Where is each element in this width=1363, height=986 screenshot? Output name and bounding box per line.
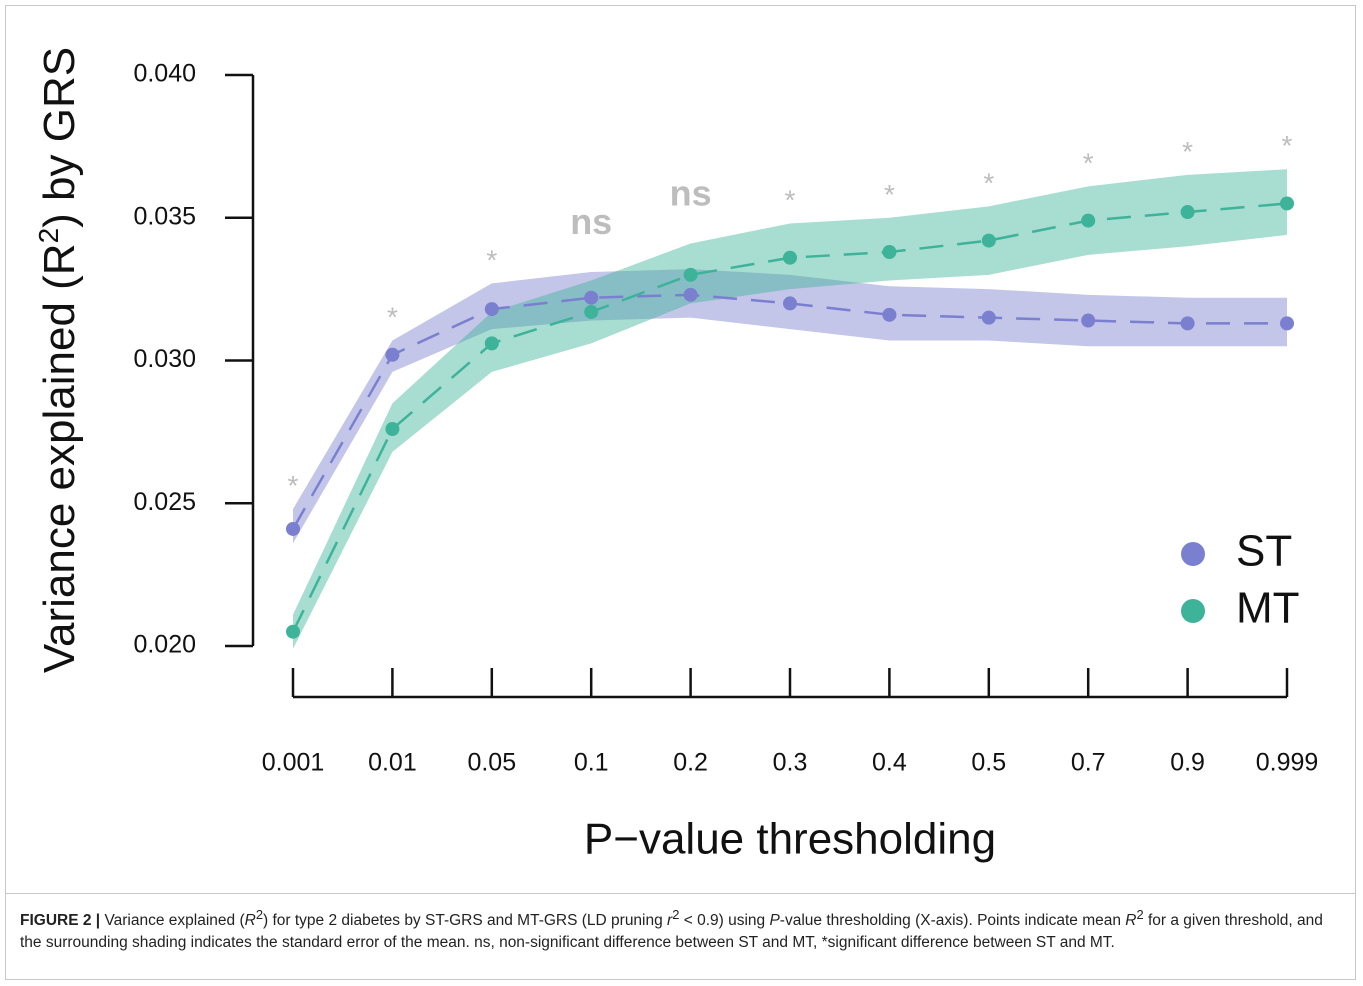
- significance-label: *: [1083, 147, 1094, 178]
- caption-label: FIGURE 2 |: [20, 912, 101, 930]
- point: [683, 267, 698, 282]
- significance-label: ns: [570, 201, 612, 242]
- x-tick-label: 0.2: [673, 749, 708, 777]
- x-tick-label: 0.1: [574, 749, 609, 777]
- legend-label: MT: [1236, 584, 1300, 633]
- point: [1180, 316, 1195, 331]
- significance-label: *: [288, 470, 299, 501]
- point: [882, 245, 897, 260]
- significance-label: *: [387, 302, 398, 333]
- point: [584, 304, 599, 319]
- point: [286, 521, 300, 536]
- caption-text: R: [1125, 912, 1137, 930]
- x-tick-label: 0.05: [467, 749, 516, 777]
- x-tick-label: 0.5: [971, 749, 1006, 777]
- y-tick-label: 0.040: [133, 60, 196, 88]
- point: [882, 307, 897, 322]
- caption: FIGURE 2 | Variance explained (R2) for t…: [20, 904, 1345, 954]
- caption-text: 2: [255, 907, 264, 922]
- caption-text: Variance explained (: [104, 912, 245, 930]
- legend-marker: [1181, 542, 1205, 566]
- x-tick-label: 0.999: [1256, 749, 1319, 777]
- significance-label: *: [884, 179, 895, 210]
- point: [783, 296, 797, 311]
- y-tick-label: 0.035: [133, 202, 196, 230]
- point: [385, 422, 400, 437]
- point: [584, 290, 599, 305]
- y-tick-label: 0.030: [133, 345, 196, 373]
- x-axis-label: P−value thresholding: [584, 815, 996, 864]
- y-tick-label: 0.020: [133, 631, 196, 659]
- significance-label: *: [1282, 130, 1293, 161]
- significance-label: *: [785, 184, 796, 215]
- legend-marker: [1181, 599, 1205, 623]
- significance-label: *: [486, 244, 497, 275]
- y-label-part: ) by GRS: [35, 47, 84, 228]
- x-tick-label: 0.01: [368, 749, 417, 777]
- point: [286, 624, 300, 639]
- significance-label: *: [1182, 136, 1193, 167]
- x-tick-label: 0.001: [262, 749, 325, 777]
- caption-text: 2: [1136, 907, 1144, 922]
- point: [1081, 213, 1096, 228]
- se-band: [293, 269, 1287, 544]
- caption-text: P: [769, 912, 780, 930]
- caption-text: ) for type 2 diabetes by ST-GRS and MT-G…: [263, 912, 668, 930]
- point: [1180, 205, 1195, 220]
- y-label-sup: 2: [33, 228, 64, 244]
- caption-text: -value thresholding (X-axis). Points ind…: [779, 912, 1126, 930]
- point: [1280, 196, 1294, 211]
- caption-text: r: [667, 912, 673, 930]
- point: [1280, 316, 1294, 331]
- significance-label: ns: [670, 172, 712, 213]
- point: [981, 310, 996, 325]
- figure-frame: [5, 5, 1356, 980]
- legend-label: ST: [1236, 527, 1292, 576]
- y-label-part: Variance explained (R: [35, 243, 84, 673]
- x-tick-label: 0.9: [1170, 749, 1205, 777]
- point: [981, 233, 996, 248]
- y-tick-label: 0.025: [133, 488, 196, 516]
- x-tick-label: 0.4: [872, 749, 907, 777]
- point: [484, 336, 499, 351]
- caption-text: R: [244, 912, 256, 930]
- y-axis-label: Variance explained (R2) by GRS: [33, 47, 84, 673]
- caption-rule: [5, 893, 1356, 894]
- caption-text: 2: [672, 907, 680, 922]
- significance-label: *: [983, 167, 994, 198]
- point: [484, 302, 499, 317]
- point: [1081, 313, 1096, 328]
- point: [783, 250, 797, 265]
- x-tick-label: 0.7: [1071, 749, 1106, 777]
- caption-text: < 0.9) using: [679, 912, 770, 930]
- point: [683, 287, 698, 302]
- se-band: [293, 169, 1287, 649]
- chart: Variance explained (R2) by GRS P−value t…: [33, 47, 1319, 864]
- point: [385, 347, 400, 362]
- caption-text: for a given threshold, and the surroundi…: [20, 912, 1323, 952]
- x-tick-label: 0.3: [773, 749, 808, 777]
